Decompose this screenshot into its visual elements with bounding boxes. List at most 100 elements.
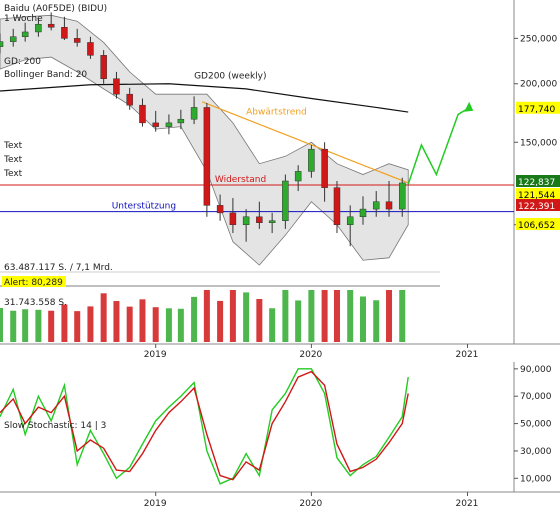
volume-bar <box>61 304 68 342</box>
ma200-line <box>0 83 409 113</box>
candle-body <box>126 93 133 106</box>
volume-bar <box>87 306 94 342</box>
candle-body <box>61 27 68 39</box>
volume-bar <box>152 307 159 342</box>
candle-body <box>242 216 250 225</box>
candle-body <box>256 216 263 223</box>
candle-body <box>190 107 198 120</box>
price-panel: Widerstand Unterstützung GD200 (weekly) Abw… <box>0 0 560 360</box>
volume-bar <box>0 308 3 342</box>
volume-bar <box>177 308 184 342</box>
candle-body <box>177 118 185 124</box>
candle-body <box>359 208 367 218</box>
volume-mid-label: 31.743.558 S. <box>4 298 67 308</box>
ma200-label: GD200 (weekly) <box>194 72 266 82</box>
support-label: Unterstützung <box>112 202 176 212</box>
text-placeholder-3: Text <box>3 169 23 179</box>
volume-bar <box>321 290 328 342</box>
volume-bar <box>217 300 224 342</box>
volume-bar <box>333 290 340 342</box>
volume-bar <box>229 290 236 342</box>
price-ytick-label: 250,000 <box>520 34 557 44</box>
stoch-xtick-label: 2020 <box>299 499 322 509</box>
price-label-box <box>516 101 560 114</box>
candle-body <box>346 216 354 225</box>
text-placeholder-2: Text <box>3 155 23 165</box>
candle-body <box>294 171 302 182</box>
downtrend-line <box>201 101 409 184</box>
alert-badge <box>2 276 66 287</box>
ma-indicator-label: GD: 200 <box>4 57 41 67</box>
candle-body <box>73 38 81 43</box>
candle-body <box>385 201 393 210</box>
stoch-ytick-label: 30,000 <box>520 447 552 457</box>
stoch-xtick-label: 2019 <box>144 499 167 509</box>
volume-bar <box>282 290 289 342</box>
price-label-box <box>516 199 560 211</box>
volume-bar <box>256 299 263 342</box>
candle-body <box>9 36 17 42</box>
candle-body <box>229 212 237 225</box>
candle-body <box>165 122 173 127</box>
candle-body <box>113 78 120 95</box>
volume-bar <box>347 290 354 342</box>
candle-body <box>35 23 42 33</box>
price-label: 177,740 <box>518 105 555 115</box>
resistance-label: Widerstand <box>215 175 266 185</box>
candle-body <box>87 42 94 56</box>
candle-body <box>308 148 315 172</box>
price-xtick-label: 2020 <box>299 350 322 360</box>
volume-bar <box>191 296 198 342</box>
candle-body <box>47 23 55 28</box>
alert-label: Alert: 80,289 <box>4 278 63 288</box>
stoch-ytick-label: 70,000 <box>520 392 552 402</box>
volume-bar <box>165 308 172 342</box>
volume-bar <box>10 310 17 342</box>
volume-bar <box>113 301 120 342</box>
volume-bar <box>386 290 393 342</box>
bollinger-indicator-label: Bollinger Band: 20 <box>4 70 87 80</box>
volume-bar <box>35 309 42 342</box>
candle-body <box>203 107 211 206</box>
candle-body <box>152 122 159 127</box>
price-xtick-label: 2021 <box>456 350 479 360</box>
volume-bar <box>126 306 133 342</box>
volume-bar <box>399 290 406 342</box>
candle-body <box>139 104 146 124</box>
candle-body <box>100 55 107 79</box>
volume-bar <box>269 308 276 342</box>
candle-body <box>333 187 341 225</box>
price-label: 106,652 <box>518 221 555 231</box>
price-label: 122,837 <box>518 178 555 188</box>
volume-bar <box>203 290 210 342</box>
volume-bar <box>373 300 380 342</box>
price-xtick-label: 2019 <box>144 350 167 360</box>
stoch-d-line <box>0 370 409 481</box>
header-labels: Baidu (A0F5DE) (BIDU) 1 Woche GD: 200 Bo… <box>3 4 107 179</box>
forecast-arrowhead <box>464 101 474 112</box>
candle-body <box>282 180 289 221</box>
candle-body <box>372 201 380 210</box>
volume-max-label: 63.487.117 S. / 7,1 Mrd. <box>4 263 113 273</box>
stoch-title: Slow Stochastic: 14 | 3 <box>4 421 106 431</box>
stoch-ytick-label: 10,000 <box>520 474 552 484</box>
volume-bar <box>100 293 107 342</box>
price-label-box <box>516 188 560 200</box>
stochastic-panel: 10,000 30,000 50,000 70,000 90,000 Slow Stoch… <box>0 362 560 509</box>
candle-body <box>268 220 276 223</box>
volume-bar <box>308 290 315 342</box>
volume-bar <box>74 311 81 342</box>
volume-bar <box>243 292 250 342</box>
price-label: 122,391 <box>518 202 555 212</box>
candle-body <box>0 41 4 47</box>
candle-body <box>21 31 29 37</box>
candle-body <box>216 205 224 214</box>
volume-bar <box>359 296 366 342</box>
candle-body <box>398 182 406 210</box>
volume-bar <box>139 299 146 342</box>
timeframe-label: 1 Woche <box>4 14 43 24</box>
chart-title: Baidu (A0F5DE) (BIDU) <box>4 4 107 14</box>
stoch-ytick-label: 90,000 <box>520 365 552 375</box>
price-ytick-label: 200,000 <box>520 80 557 90</box>
